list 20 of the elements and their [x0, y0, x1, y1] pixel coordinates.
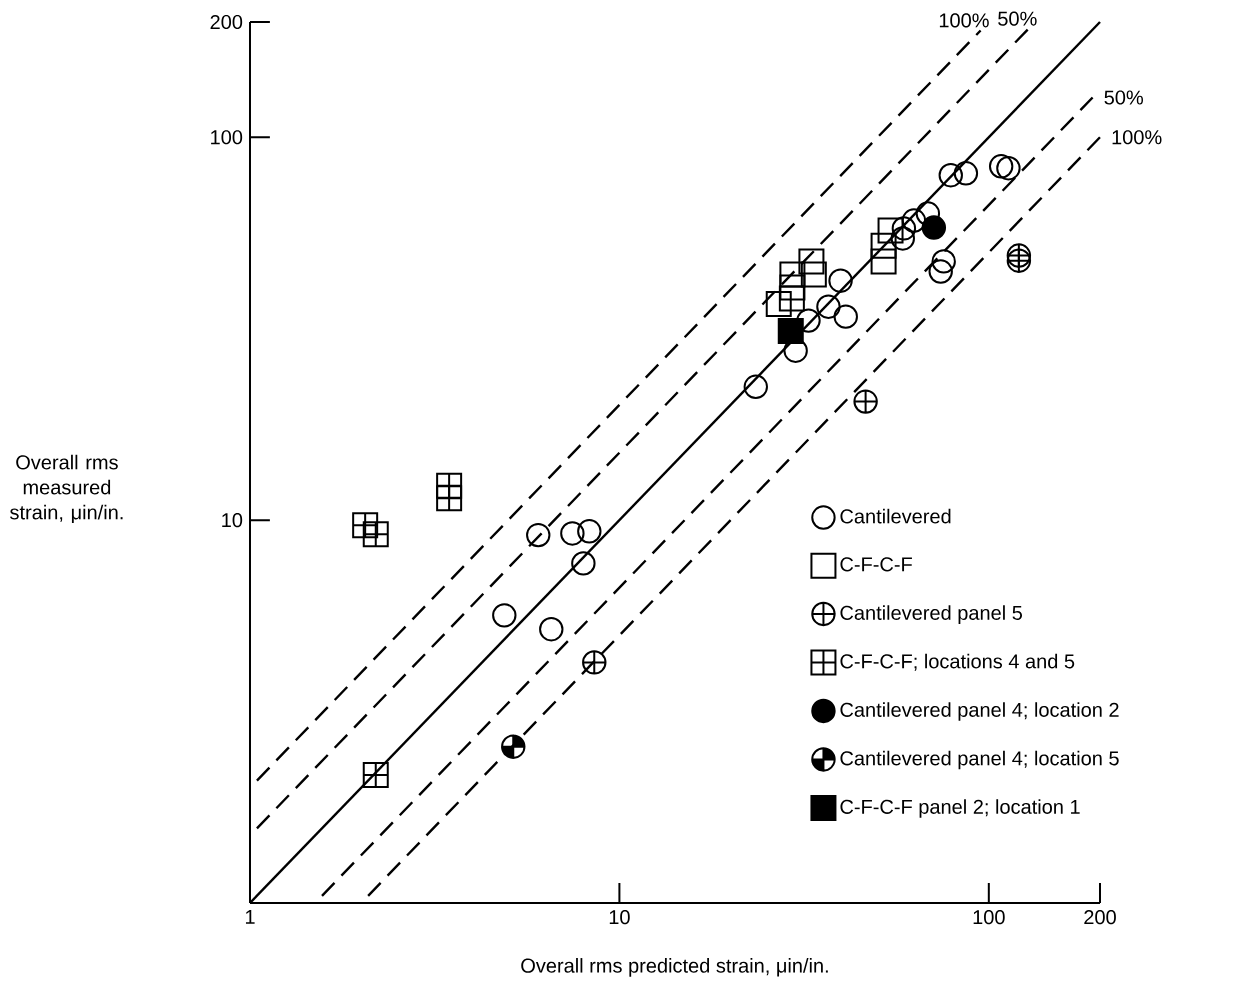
- legend-label: C-F-C-F: [840, 557, 912, 572]
- annotation: 100%: [939, 13, 989, 28]
- annotation: 100%: [1112, 130, 1162, 145]
- annotation: 50%: [1104, 90, 1144, 105]
- y-axis-title: Overall rms measured strain, μin/in.: [10, 454, 123, 524]
- y-tick-label: 10: [222, 513, 243, 528]
- legend-label: C-F-C-F; locations 4 and 5: [840, 653, 1075, 671]
- x-tick-label: 1: [245, 910, 255, 924]
- x-tick-label: 10: [609, 910, 630, 925]
- y-tick-label: 200: [210, 14, 243, 30]
- legend-label: C-F-C-F panel 2; location 1: [840, 799, 1080, 818]
- legend-label: Cantilevered panel 5: [840, 605, 1023, 624]
- x-axis-title: Overall rms predicted strain, μin/in.: [521, 958, 828, 977]
- legend-label: Cantilevered panel 4; location 2: [840, 702, 1119, 721]
- x-tick-label: 200: [1084, 910, 1116, 925]
- legend-label: Cantilevered: [840, 508, 951, 524]
- x-tick-label: 100: [973, 910, 1005, 925]
- legend-label: Cantilevered panel 4; location 5: [840, 750, 1119, 770]
- y-tick-label: 100: [211, 130, 243, 145]
- annotation: 50%: [998, 11, 1037, 26]
